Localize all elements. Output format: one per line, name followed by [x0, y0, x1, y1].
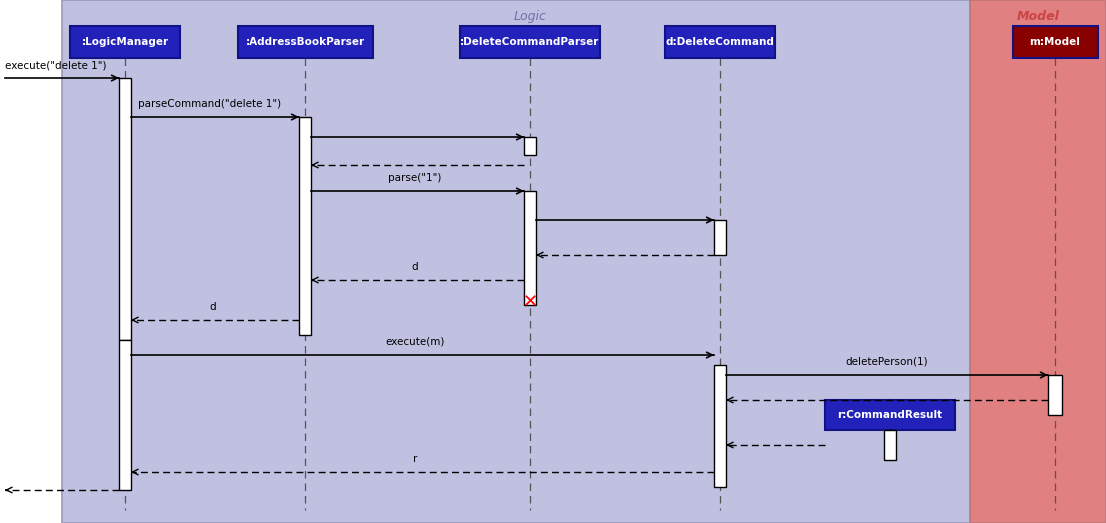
FancyBboxPatch shape [714, 220, 726, 255]
FancyBboxPatch shape [460, 26, 599, 58]
Text: Model: Model [1016, 10, 1060, 23]
FancyBboxPatch shape [825, 400, 954, 430]
FancyBboxPatch shape [884, 430, 896, 460]
Text: parse("1"): parse("1") [388, 173, 441, 183]
FancyBboxPatch shape [665, 26, 775, 58]
Text: execute("delete 1"): execute("delete 1") [6, 60, 106, 70]
Text: execute(m): execute(m) [385, 337, 445, 347]
FancyBboxPatch shape [238, 26, 373, 58]
Text: ✕: ✕ [522, 293, 538, 311]
Text: deletePerson(1): deletePerson(1) [846, 357, 928, 367]
Text: m:Model: m:Model [1030, 37, 1081, 47]
Text: parseCommand("delete 1"): parseCommand("delete 1") [138, 99, 282, 109]
Text: d: d [210, 302, 217, 312]
Text: d:DeleteCommand: d:DeleteCommand [666, 37, 774, 47]
FancyBboxPatch shape [119, 78, 131, 340]
Text: Logic: Logic [513, 10, 546, 23]
FancyBboxPatch shape [119, 340, 131, 490]
Text: d: d [411, 262, 418, 272]
FancyBboxPatch shape [970, 0, 1106, 523]
Text: :AddressBookParser: :AddressBookParser [246, 37, 365, 47]
FancyBboxPatch shape [299, 117, 311, 335]
Text: r: r [413, 454, 417, 464]
Text: r:CommandResult: r:CommandResult [837, 410, 942, 420]
FancyBboxPatch shape [524, 137, 536, 155]
Text: :LogicManager: :LogicManager [82, 37, 168, 47]
FancyBboxPatch shape [1048, 375, 1062, 415]
FancyBboxPatch shape [70, 26, 180, 58]
FancyBboxPatch shape [1012, 26, 1097, 58]
FancyBboxPatch shape [524, 191, 536, 305]
FancyBboxPatch shape [714, 365, 726, 487]
FancyBboxPatch shape [62, 0, 1032, 523]
Text: :DeleteCommandParser: :DeleteCommandParser [460, 37, 599, 47]
